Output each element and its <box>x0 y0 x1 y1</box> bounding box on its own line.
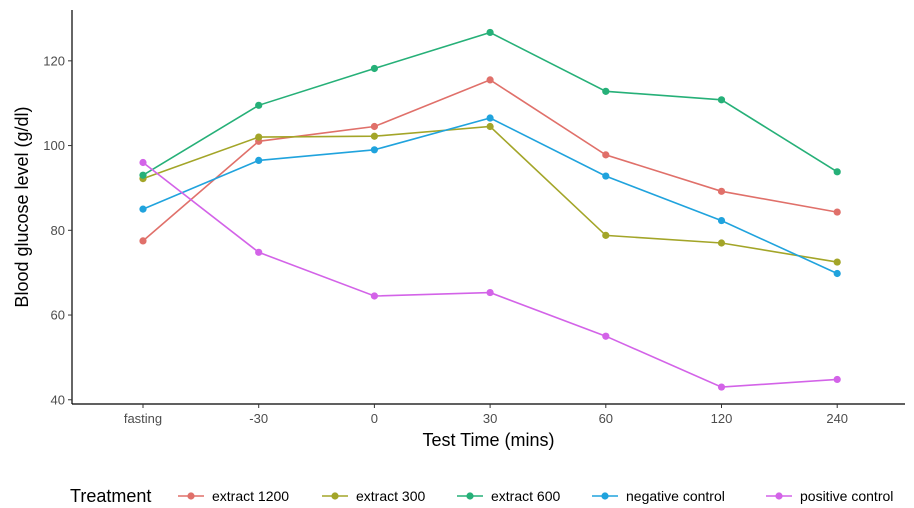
x-axis-title: Test Time (mins) <box>422 430 554 450</box>
data-point <box>717 216 726 225</box>
y-tick-label: 60 <box>51 308 65 323</box>
data-point <box>370 64 378 73</box>
series-line <box>142 79 838 242</box>
series-points <box>139 28 841 391</box>
data-point <box>717 96 726 104</box>
data-point <box>255 156 263 164</box>
legend-label: negative control <box>626 488 725 504</box>
legend-label: extract 300 <box>356 488 425 504</box>
data-point <box>139 237 147 245</box>
x-tick-label: -30 <box>249 411 268 426</box>
data-point <box>833 375 841 384</box>
data-point <box>833 168 841 176</box>
data-point <box>717 187 726 195</box>
y-tick-label: 100 <box>43 138 65 153</box>
legend-items: extract 1200 extract 300 extract 600 negati… <box>178 488 893 504</box>
legend-item: extract 300 <box>322 488 425 504</box>
data-point <box>602 172 610 180</box>
x-axis-ticks: fasting -30 0 30 60 120 240 <box>124 404 848 426</box>
series-lines <box>142 31 838 388</box>
x-tick-label: fasting <box>124 411 162 426</box>
legend-key-point <box>775 492 783 500</box>
y-axis-title: Blood glucose level (g/dl) <box>12 106 32 307</box>
data-point <box>486 76 494 84</box>
y-tick-label: 40 <box>51 392 65 407</box>
data-point <box>717 383 726 391</box>
data-point <box>486 28 494 37</box>
legend: Treatment extract 1200 extract 300 extract… <box>70 486 893 506</box>
legend-title: Treatment <box>70 486 151 506</box>
legend-key-point <box>331 492 339 500</box>
data-point <box>602 151 610 159</box>
data-point <box>602 87 610 95</box>
data-point <box>486 114 494 122</box>
x-tick-label: 0 <box>371 411 378 426</box>
legend-label: extract 600 <box>491 488 560 504</box>
data-point <box>833 208 841 216</box>
data-point <box>139 158 147 167</box>
data-point <box>602 332 610 340</box>
data-point <box>370 292 378 300</box>
data-point <box>255 101 263 109</box>
data-point <box>602 231 610 239</box>
y-axis-ticks: 40 60 80 100 120 <box>43 53 72 407</box>
series-line <box>142 31 838 176</box>
data-point <box>139 205 147 213</box>
y-tick-label: 80 <box>51 223 65 238</box>
x-tick-label: 30 <box>483 411 497 426</box>
legend-item: extract 600 <box>457 488 560 504</box>
legend-label: extract 1200 <box>212 488 289 504</box>
data-point <box>255 248 263 256</box>
legend-key-point <box>466 492 474 500</box>
legend-key-point <box>187 492 195 500</box>
x-tick-label: 240 <box>826 411 848 426</box>
data-point <box>370 122 378 131</box>
data-point <box>717 239 726 247</box>
series-line <box>142 125 838 263</box>
data-point <box>486 122 494 131</box>
plot-area: 40 60 80 100 120 fasting -30 0 30 60 120 240 <box>43 10 905 426</box>
y-tick-label: 120 <box>43 53 65 68</box>
x-tick-label: 120 <box>711 411 733 426</box>
data-point <box>833 269 841 278</box>
series-line <box>142 161 838 388</box>
legend-item: negative control <box>592 488 725 504</box>
data-point <box>486 288 494 297</box>
legend-key-point <box>601 492 609 500</box>
data-point <box>370 146 378 154</box>
x-tick-label: 60 <box>599 411 613 426</box>
data-point <box>139 171 147 179</box>
legend-label: positive control <box>800 488 893 504</box>
data-point <box>833 258 841 266</box>
data-point <box>255 133 263 141</box>
data-point <box>370 132 378 140</box>
legend-item: positive control <box>766 488 893 504</box>
legend-item: extract 1200 <box>178 488 289 504</box>
